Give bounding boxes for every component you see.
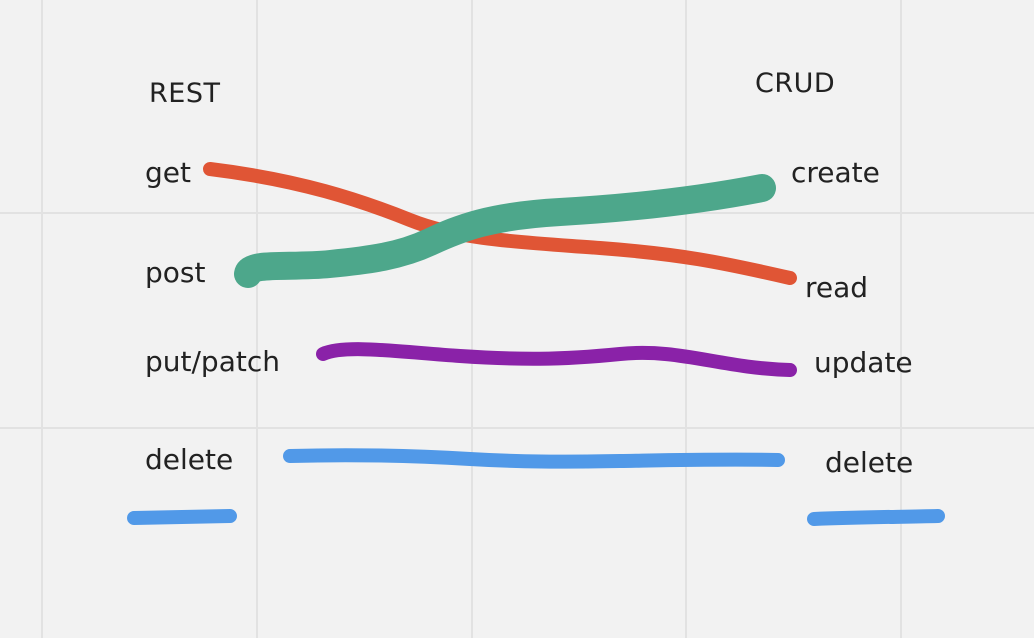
crud-operation-delete: delete	[825, 446, 914, 479]
crud-operation-read: read	[805, 271, 869, 304]
delete-to-delete-stroke[interactable]	[283, 448, 785, 469]
crud-operation-create: create	[791, 156, 880, 189]
grid-line	[256, 0, 258, 638]
rest-method-delete: delete	[145, 443, 234, 476]
rest-heading: REST	[149, 78, 221, 109]
grid-line	[900, 0, 902, 638]
grid-line	[685, 0, 687, 638]
rest-method-put-patch: put/patch	[145, 345, 280, 378]
grid-line	[0, 427, 1034, 429]
crud-delete-underline[interactable]	[807, 509, 945, 526]
crud-heading: CRUD	[755, 68, 836, 99]
crud-operation-update: update	[814, 346, 913, 379]
get-to-read-stroke[interactable]	[203, 162, 797, 285]
post-to-create-stroke[interactable]	[234, 174, 776, 288]
grid-line	[41, 0, 43, 638]
rest-method-post: post	[145, 256, 206, 289]
rest-delete-underline[interactable]	[127, 509, 237, 525]
put-patch-to-update-stroke[interactable]	[316, 342, 797, 377]
rest-method-get: get	[145, 156, 191, 189]
grid-line	[471, 0, 473, 638]
